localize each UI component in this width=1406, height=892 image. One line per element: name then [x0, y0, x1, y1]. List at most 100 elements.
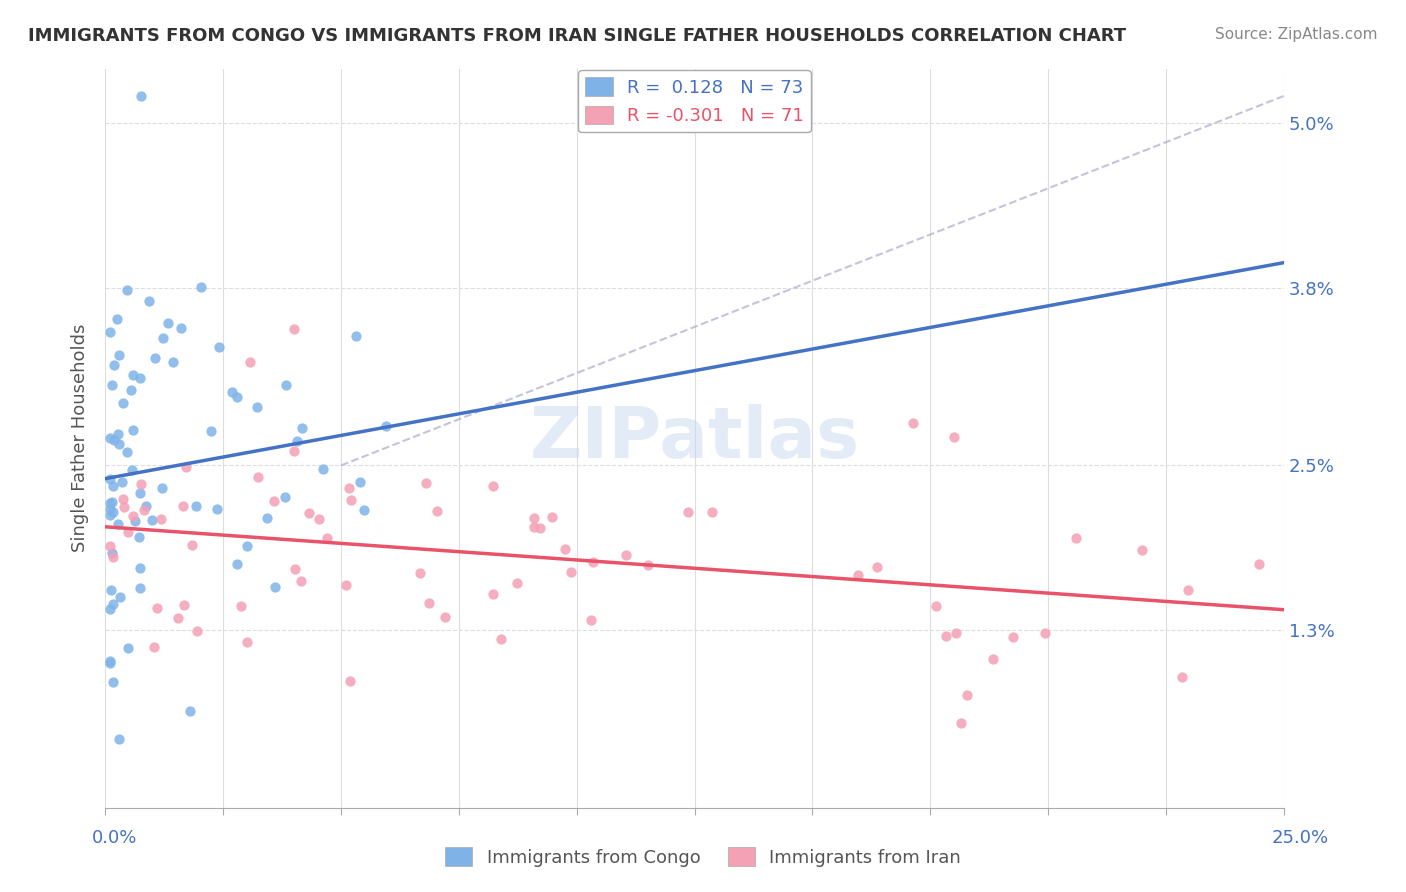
Point	[221, 385, 243, 400]
Point	[901, 417, 924, 431]
Point	[983, 652, 1005, 666]
Point	[226, 557, 249, 571]
Point	[115, 283, 138, 297]
Point	[339, 674, 361, 689]
Point	[239, 355, 262, 369]
Point	[128, 371, 150, 385]
Point	[298, 506, 321, 520]
Point	[283, 444, 305, 458]
Point	[101, 505, 124, 519]
Point	[290, 574, 312, 589]
Point	[208, 340, 231, 354]
Point	[256, 511, 278, 525]
Point	[925, 599, 948, 613]
Point	[103, 433, 125, 447]
Point	[340, 493, 363, 508]
Point	[1066, 531, 1088, 545]
Point	[848, 567, 870, 582]
Point	[122, 368, 145, 382]
Point	[489, 632, 512, 647]
Point	[418, 596, 440, 610]
Point	[1001, 630, 1024, 644]
Point	[141, 513, 163, 527]
Point	[614, 549, 637, 563]
Point	[150, 481, 173, 495]
Point	[246, 401, 269, 415]
Point	[156, 317, 179, 331]
Point	[247, 469, 270, 483]
Point	[152, 331, 174, 345]
Point	[108, 348, 131, 362]
Point	[146, 600, 169, 615]
Point	[112, 500, 135, 514]
Point	[349, 475, 371, 489]
Point	[676, 505, 699, 519]
Point	[98, 508, 121, 522]
Point	[529, 521, 551, 535]
Point	[554, 542, 576, 557]
Point	[541, 510, 564, 524]
Point	[482, 587, 505, 601]
Point	[866, 560, 889, 574]
Point	[956, 688, 979, 702]
Point	[108, 436, 131, 450]
Point	[98, 496, 121, 510]
Point	[101, 377, 124, 392]
Point	[167, 611, 190, 625]
Point	[129, 89, 152, 103]
Point	[98, 539, 121, 553]
Point	[117, 524, 139, 539]
Point	[409, 566, 432, 580]
Point	[207, 502, 229, 516]
Point	[180, 537, 202, 551]
Point	[283, 562, 305, 576]
Point	[579, 613, 602, 627]
Point	[950, 715, 973, 730]
Point	[637, 558, 659, 573]
Text: ZIPatlas: ZIPatlas	[530, 403, 859, 473]
Point	[128, 581, 150, 595]
Point	[129, 561, 152, 575]
Point	[98, 602, 121, 616]
Point	[98, 431, 121, 445]
Point	[98, 325, 121, 339]
Text: Source: ZipAtlas.com: Source: ZipAtlas.com	[1215, 27, 1378, 42]
Point	[337, 481, 360, 495]
Point	[582, 555, 605, 569]
Point	[945, 625, 967, 640]
Point	[138, 293, 160, 308]
Point	[112, 492, 135, 507]
Point	[335, 578, 357, 592]
Point	[308, 512, 330, 526]
Point	[274, 490, 297, 504]
Point	[107, 517, 129, 532]
Point	[285, 434, 308, 449]
Point	[236, 635, 259, 649]
Point	[426, 504, 449, 518]
Point	[117, 641, 139, 656]
Point	[560, 566, 582, 580]
Point	[120, 383, 142, 397]
Point	[935, 629, 957, 643]
Point	[184, 499, 207, 513]
Point	[229, 599, 252, 613]
Point	[190, 279, 212, 293]
Point	[523, 511, 546, 525]
Point	[434, 609, 457, 624]
Point	[283, 321, 305, 335]
Point	[173, 599, 195, 613]
Point	[263, 581, 285, 595]
Point	[200, 425, 222, 439]
Point	[375, 418, 398, 433]
Point	[101, 479, 124, 493]
Point	[291, 421, 314, 435]
Point	[312, 461, 335, 475]
Point	[98, 472, 121, 486]
Text: 0.0%: 0.0%	[91, 829, 136, 847]
Point	[98, 501, 121, 516]
Point	[128, 530, 150, 544]
Legend: Immigrants from Congo, Immigrants from Iran: Immigrants from Congo, Immigrants from I…	[437, 840, 969, 874]
Point	[128, 486, 150, 500]
Point	[226, 390, 249, 404]
Point	[143, 351, 166, 366]
